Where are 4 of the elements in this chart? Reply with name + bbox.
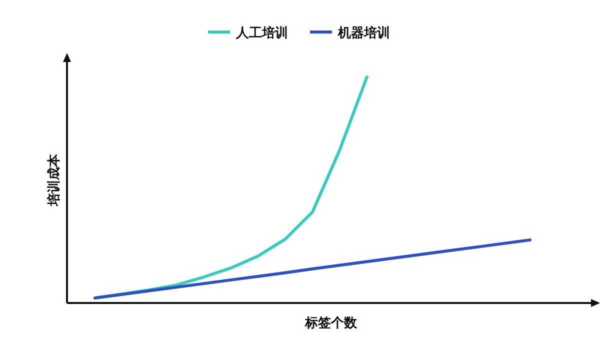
legend-label: 机器培训	[337, 25, 390, 41]
legend-label: 人工培训	[235, 25, 288, 41]
y-axis-title: 培训成本	[46, 153, 62, 207]
x-axis-title: 标签个数	[304, 316, 358, 331]
